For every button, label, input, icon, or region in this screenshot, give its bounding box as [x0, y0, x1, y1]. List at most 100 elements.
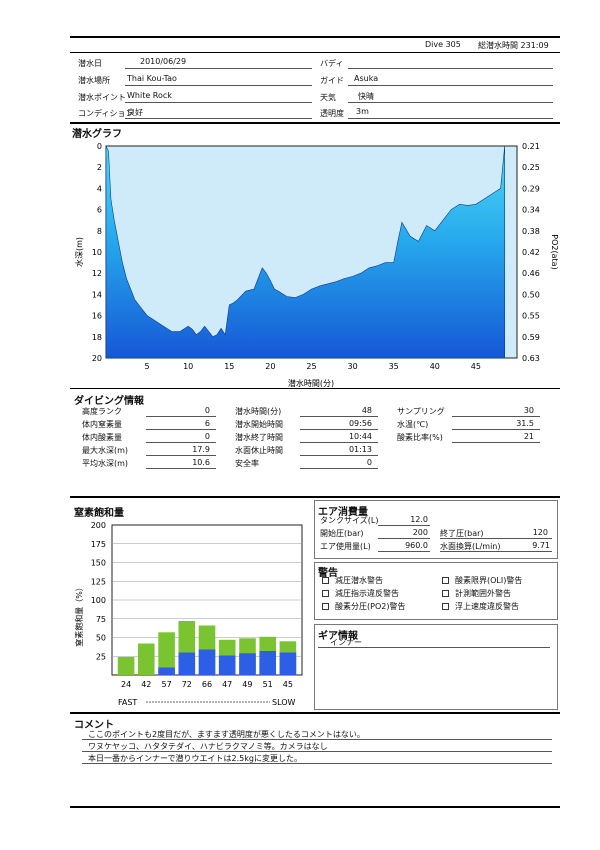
depth-tick-label: 4: [97, 184, 102, 193]
end-underline: [440, 538, 552, 539]
bottom-rule: [70, 806, 560, 808]
gear-inner-value: インナー: [330, 638, 362, 647]
nitrogen-tick-label: 200: [91, 521, 106, 530]
warning-checkbox[interactable]: [322, 603, 329, 610]
warning-checkbox[interactable]: [442, 577, 449, 584]
dive-info-label: 水温(℃): [397, 420, 429, 429]
tank-underline: [378, 525, 430, 526]
warning-label: 浮上速度違反警告: [455, 602, 519, 611]
po2-tick-label: 0.21: [522, 142, 540, 151]
location-value: Thai Kou-Tao: [127, 74, 177, 83]
dive-info-value: 17.9: [192, 445, 210, 454]
location-label: 潜水場所: [78, 76, 110, 85]
total-dive-time: 総潜水時間 231:09: [478, 41, 549, 50]
guide-underline: [348, 85, 553, 86]
dive-info-value: 6: [204, 419, 210, 428]
nitrogen-bar: [117, 657, 135, 675]
visibility-underline: [348, 118, 553, 119]
dive-info-label: 酸素比率(%): [397, 433, 443, 442]
nitrogen-title: 窒素飽和量: [74, 508, 124, 519]
warning-item: 計測範囲外警告: [442, 588, 511, 599]
nitrogen-category-label: 57: [162, 680, 172, 689]
dive-info-label: 水面休止時間: [235, 446, 283, 455]
nitrogen-tick-label: 100: [91, 596, 106, 605]
graph-xlabel: 潜水時間(分): [288, 378, 334, 388]
nitrogen-bar: [158, 632, 175, 676]
po2-tick-label: 0.42: [522, 248, 540, 257]
guide-label: ガイド: [320, 76, 344, 85]
depth-tick-label: 6: [97, 206, 102, 215]
warning-checkbox[interactable]: [442, 590, 449, 597]
nitrogen-chart: 200 175 150 125 100 75 50 25 24 42 57 72 66 47 49 51 45…: [74, 521, 303, 707]
nitrogen-category-label: 66: [202, 680, 212, 689]
nitrogen-bar-inner: [158, 667, 175, 675]
comment-underline: [82, 751, 552, 752]
weather-label: 天気: [320, 93, 336, 102]
nitrogen-bar-inner: [178, 652, 196, 675]
po2-tick-label: 0.25: [522, 163, 540, 172]
comment-line: ワヌケヤッコ、ハタタテダイ、ハナビラクマノミ等。カメラはなし: [88, 742, 328, 751]
dive-info-label: 体内酸素量: [82, 433, 122, 442]
dive-info-label: 高度ランク: [82, 407, 122, 416]
visibility-label: 透明度: [320, 109, 344, 118]
dive-info-title: ダイビング情報: [74, 396, 144, 407]
comment-line: ここのポイントも2度目だが、ますます透明度が悪くしたるコメントはない。: [88, 730, 365, 739]
used-underline: [378, 551, 430, 552]
dive-graph: 0 2 4 6 8 10 12 14 16 18 20 0.21 0.25 0.29 0.34 0.38 0.…: [74, 142, 559, 388]
weather-value: 快晴: [358, 92, 374, 101]
warning-checkbox[interactable]: [442, 603, 449, 610]
tank-size-label: タンクサイズ(L): [320, 516, 379, 525]
gear-title: ギア情報: [318, 631, 358, 642]
warning-item: 酸素限界(OLI)警告: [442, 575, 522, 586]
warning-item: 浮上速度違反警告: [442, 601, 519, 612]
guide-value: Asuka: [354, 74, 379, 83]
comment-top-rule: [70, 712, 560, 714]
po2-tick-label: 0.59: [522, 333, 540, 342]
depth-tick-label: 18: [92, 333, 102, 342]
warning-label: 酸素分圧(PO2)警告: [335, 602, 406, 611]
warning-checkbox[interactable]: [322, 590, 329, 597]
time-tick-label: 30: [348, 362, 358, 371]
warning-checkbox[interactable]: [322, 577, 329, 584]
graph-y2label: PO2(ata): [550, 234, 559, 269]
dive-info-value: 21: [523, 432, 534, 441]
depth-tick-label: 0: [97, 142, 102, 151]
start-underline: [378, 538, 430, 539]
dive-info-value: 0: [366, 458, 372, 467]
nitrogen-tick-label: 25: [96, 652, 106, 661]
nitrogen-category-label: 24: [121, 680, 131, 689]
dive-info-label: サンプリング: [397, 407, 445, 416]
end-pressure-value: 120: [532, 528, 548, 537]
dive-info-underline: [146, 455, 216, 456]
depth-tick-label: 12: [92, 269, 102, 278]
po2-tick-label: 0.38: [522, 227, 540, 236]
condition-label: コンディション: [78, 109, 134, 118]
air-title: エア消費量: [318, 507, 368, 518]
dive-info-value: 31.5: [516, 419, 534, 428]
visibility-value: 3m: [356, 107, 369, 116]
dive-info-underline: [146, 429, 216, 430]
po2-tick-label: 0.63: [522, 354, 540, 363]
comment-underline: [82, 739, 552, 740]
warning-item: 酸素分圧(PO2)警告: [322, 601, 405, 612]
nitrogen-tick-label: 75: [96, 615, 106, 624]
po2-tick-label: 0.50: [522, 290, 540, 299]
dive-info-label: 最大水深(m): [82, 446, 129, 455]
nitrogen-top-rule: [70, 496, 560, 498]
comment-underline: [82, 763, 552, 764]
date-value: 2010/06/29: [140, 57, 187, 66]
dive-info-underline: [146, 442, 216, 443]
nitrogen-fast-label: FAST: [118, 698, 137, 707]
time-tick-label: 10: [183, 362, 193, 371]
depth-tick-label: 14: [92, 290, 102, 299]
start-pressure-value: 200: [412, 528, 428, 537]
dive-info-underline: [146, 416, 216, 417]
dive-info-label: 平均水深(m): [82, 459, 129, 468]
end-pressure-label: 終了圧(bar): [440, 529, 484, 538]
weather-underline: [348, 102, 553, 103]
dive-info-underline: [146, 468, 216, 469]
gear-underline: [318, 647, 550, 648]
dive-info-value: 01:13: [348, 445, 372, 454]
dive-info-value: 0: [204, 432, 210, 441]
dive-info-value: 0: [204, 406, 210, 415]
